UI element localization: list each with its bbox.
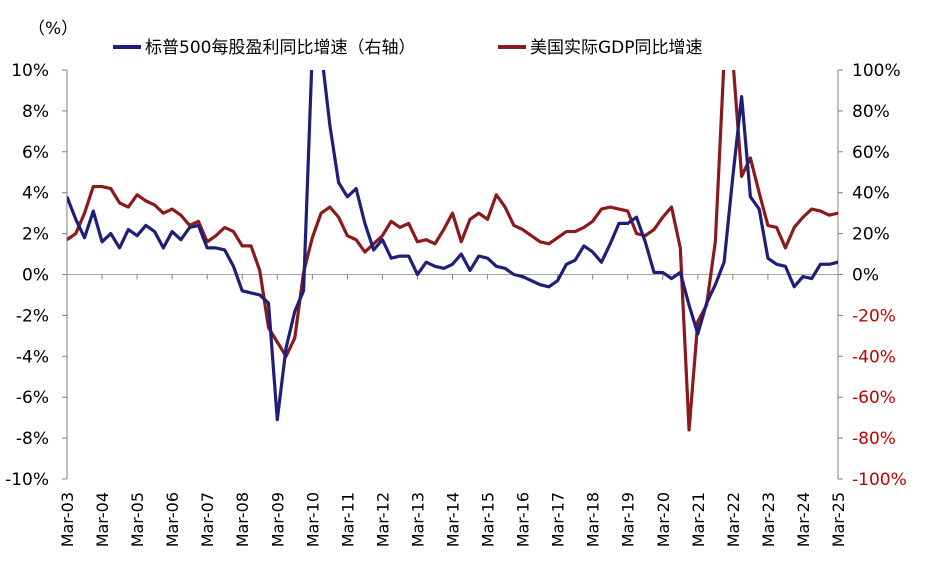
x-tick-label: Mar-25 <box>829 492 848 547</box>
left-tick-label: 0% <box>22 266 49 286</box>
x-tick-label: Mar-19 <box>619 492 638 547</box>
left-tick-label: 8% <box>22 102 49 122</box>
series-line-eps <box>67 70 838 422</box>
x-tick-label: Mar-08 <box>233 492 252 547</box>
right-tick-label: -40% <box>852 347 896 367</box>
x-tick-label: Mar-13 <box>408 492 427 547</box>
left-tick-label: -10% <box>5 470 49 490</box>
left-tick-label: 2% <box>22 225 49 245</box>
right-tick-label: -100% <box>852 470 907 490</box>
x-tick-label: Mar-10 <box>303 492 322 547</box>
x-tick-label: Mar-05 <box>128 492 147 547</box>
x-tick-label: Mar-04 <box>93 492 112 547</box>
right-tick-label: -80% <box>852 429 896 449</box>
right-tick-label: 60% <box>852 143 890 163</box>
right-tick-label: 40% <box>852 184 890 204</box>
legend-label-gdp: 美国实际GDP同比增速 <box>530 38 703 58</box>
left-tick-label: 10% <box>11 61 49 81</box>
x-tick-label: Mar-22 <box>724 492 743 547</box>
left-tick-label: 6% <box>22 143 49 163</box>
x-tick-label: Mar-16 <box>514 492 533 547</box>
right-tick-label: -20% <box>852 306 896 326</box>
series-layer <box>67 70 838 432</box>
x-tick-label: Mar-20 <box>654 492 673 547</box>
right-tick-label: 0% <box>852 266 879 286</box>
left-tick-label: -4% <box>16 347 49 367</box>
x-tick-label: Mar-21 <box>689 492 708 547</box>
x-tick-label: Mar-06 <box>163 492 182 547</box>
left-tick-label: 4% <box>22 184 49 204</box>
x-tick-label: Mar-11 <box>338 492 357 547</box>
right-tick-label: 20% <box>852 225 890 245</box>
unit-label: （%） <box>28 19 78 39</box>
series-line-gdp <box>67 70 838 432</box>
x-tick-label: Mar-23 <box>759 492 778 547</box>
x-tick-label: Mar-12 <box>373 492 392 547</box>
x-tick-label: Mar-17 <box>549 492 568 547</box>
right-tick-label: -60% <box>852 388 896 408</box>
x-tick-label: Mar-24 <box>794 492 813 547</box>
right-tick-label: 80% <box>852 102 890 122</box>
x-tick-label: Mar-07 <box>198 492 217 547</box>
left-tick-label: -2% <box>16 306 49 326</box>
x-tick-label: Mar-03 <box>58 492 77 547</box>
left-tick-label: -8% <box>16 429 49 449</box>
right-tick-label: 100% <box>852 61 901 81</box>
x-tick-label: Mar-18 <box>584 492 603 547</box>
tick-labels: 10% 8% 6% 4% 2% 0% -2% -4% -6% -8% -10% 100% 80% 60% 4… <box>5 61 907 547</box>
axes <box>62 69 843 480</box>
legend: 标普500每股盈利同比增速（右轴） 美国实际GDP同比增速 <box>113 38 703 58</box>
x-tick-label: Mar-15 <box>479 492 498 547</box>
x-tick-label: Mar-09 <box>268 492 287 547</box>
left-tick-label: -6% <box>16 388 49 408</box>
legend-label-eps: 标普500每股盈利同比增速（右轴） <box>145 38 415 58</box>
x-tick-label: Mar-14 <box>444 492 463 547</box>
